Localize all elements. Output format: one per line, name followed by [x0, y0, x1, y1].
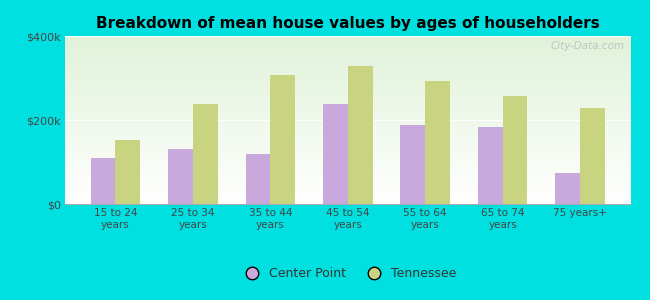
- Bar: [323, 104, 348, 204]
- Bar: [168, 148, 193, 204]
- Bar: [91, 158, 116, 204]
- Bar: [246, 154, 270, 204]
- Bar: [348, 66, 372, 204]
- Bar: [270, 75, 295, 204]
- Bar: [580, 108, 604, 204]
- Bar: [400, 125, 425, 204]
- Bar: [555, 173, 580, 204]
- Legend: Center Point, Tennessee: Center Point, Tennessee: [234, 262, 462, 285]
- Bar: [193, 104, 218, 204]
- Bar: [502, 96, 527, 204]
- Text: City-Data.com: City-Data.com: [551, 41, 625, 51]
- Bar: [478, 127, 502, 204]
- Bar: [425, 81, 450, 204]
- Title: Breakdown of mean house values by ages of householders: Breakdown of mean house values by ages o…: [96, 16, 599, 31]
- Bar: [116, 140, 140, 204]
